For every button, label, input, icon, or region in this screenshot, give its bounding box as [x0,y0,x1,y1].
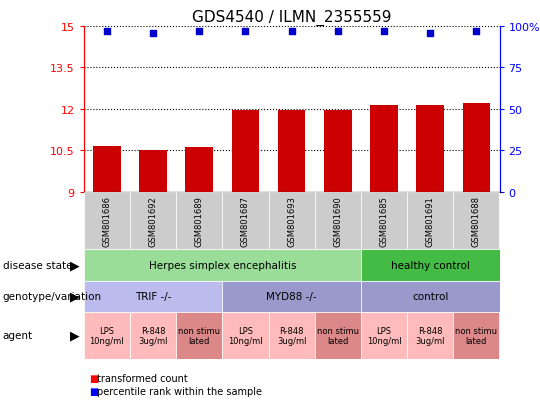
Point [334,28,342,35]
Bar [84,312,130,359]
Bar [315,312,361,359]
Bar [222,281,361,312]
Bar [232,110,259,192]
Bar [324,110,352,192]
Bar [84,281,222,312]
Bar [176,312,222,359]
Bar [453,192,500,250]
Text: Herpes simplex encephalitis: Herpes simplex encephalitis [148,260,296,271]
Text: ■: ■ [89,387,98,396]
Text: non stimu
lated: non stimu lated [455,326,497,345]
Bar [278,110,306,192]
Bar [84,250,361,281]
Point [287,28,296,35]
Text: GSM801685: GSM801685 [380,196,388,246]
Point [195,28,204,35]
Text: GSM801687: GSM801687 [241,195,250,247]
Bar [222,192,268,250]
Point [241,28,249,35]
Text: non stimu
lated: non stimu lated [178,326,220,345]
Bar [463,103,490,192]
Text: disease state: disease state [3,261,72,271]
Point [103,28,111,35]
Text: control: control [412,291,448,301]
Bar [268,192,315,250]
Text: GSM801686: GSM801686 [102,195,111,247]
Text: R-848
3ug/ml: R-848 3ug/ml [138,326,168,345]
Bar [176,192,222,250]
Bar [84,192,130,250]
Text: transformed count: transformed count [97,373,188,383]
Text: GSM801688: GSM801688 [472,195,481,247]
Text: GSM801691: GSM801691 [426,196,435,246]
Bar [130,192,176,250]
Text: non stimu
lated: non stimu lated [317,326,359,345]
Bar [222,312,268,359]
Bar [93,147,120,192]
Text: ▶: ▶ [70,290,80,303]
Title: GDS4540 / ILMN_2355559: GDS4540 / ILMN_2355559 [192,9,392,26]
Text: GSM801690: GSM801690 [333,196,342,246]
Text: ■: ■ [89,373,98,383]
Point [472,28,481,35]
Bar [315,192,361,250]
Text: genotype/variation: genotype/variation [3,292,102,301]
Bar [361,281,500,312]
Text: TRIF -/-: TRIF -/- [135,291,171,301]
Text: LPS
10ng/ml: LPS 10ng/ml [367,326,401,345]
Text: R-848
3ug/ml: R-848 3ug/ml [415,326,445,345]
Bar [361,250,500,281]
Text: agent: agent [3,330,33,340]
Text: R-848
3ug/ml: R-848 3ug/ml [277,326,306,345]
Text: LPS
10ng/ml: LPS 10ng/ml [228,326,263,345]
Point [148,30,157,37]
Bar [407,312,453,359]
Bar [268,312,315,359]
Bar [185,147,213,192]
Bar [361,312,407,359]
Point [426,30,435,37]
Bar [407,192,453,250]
Bar [130,312,176,359]
Text: percentile rank within the sample: percentile rank within the sample [97,387,262,396]
Bar [453,312,500,359]
Bar [361,192,407,250]
Text: ▶: ▶ [70,329,80,342]
Bar [416,106,444,192]
Text: MYD88 -/-: MYD88 -/- [266,291,317,301]
Text: GSM801693: GSM801693 [287,196,296,246]
Point [380,28,388,35]
Text: GSM801692: GSM801692 [148,196,158,246]
Text: healthy control: healthy control [391,260,470,271]
Text: LPS
10ng/ml: LPS 10ng/ml [90,326,124,345]
Text: ▶: ▶ [70,259,80,272]
Bar [139,150,167,192]
Bar [370,106,398,192]
Text: GSM801689: GSM801689 [195,196,204,246]
